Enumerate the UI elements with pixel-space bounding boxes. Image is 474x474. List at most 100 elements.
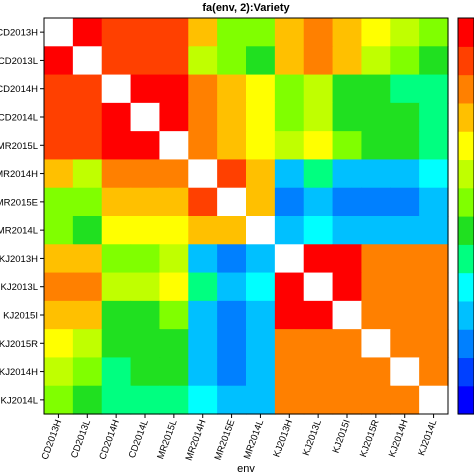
y-tick-label: KJ2014H <box>0 367 38 378</box>
heatmap-cell <box>159 300 189 330</box>
heatmap-cell <box>159 159 189 189</box>
heatmap-cell <box>159 102 189 132</box>
heatmap-cell <box>159 187 189 217</box>
heatmap-cell <box>159 357 189 387</box>
heatmap-cell <box>361 244 391 274</box>
heatmap-cell <box>274 272 305 302</box>
heatmap-cell <box>274 300 305 330</box>
heatmap-cell <box>419 74 449 104</box>
colorbar-segment <box>458 300 474 330</box>
heatmap-cell <box>130 216 161 245</box>
heatmap-cell <box>274 329 305 359</box>
heatmap-cell <box>361 74 391 104</box>
colorbar-segment <box>458 357 474 387</box>
colorbar-segment <box>458 216 474 245</box>
x-tick-label: CD2013H <box>40 418 65 461</box>
heatmap-cell <box>390 216 420 245</box>
heatmap-cell <box>332 329 363 359</box>
heatmap-cell <box>159 272 189 302</box>
heatmap-cell <box>361 46 391 76</box>
heatmap-cell <box>390 272 420 302</box>
x-tick-label: KJ2015R <box>358 418 382 459</box>
heatmap-cell <box>217 159 247 189</box>
heatmap-cell <box>332 18 363 47</box>
heatmap-cell <box>188 216 218 245</box>
colorbar-segment <box>458 385 474 415</box>
heatmap-cell <box>303 385 334 415</box>
y-tick-label: KJ2013H <box>0 254 38 265</box>
heatmap-cell <box>390 187 420 217</box>
heatmap-cell <box>217 329 247 359</box>
heatmap-cell <box>101 244 132 274</box>
heatmap-cell <box>217 216 247 245</box>
x-tick-label: KJ2014L <box>416 418 439 457</box>
heatmap-cell <box>101 18 132 47</box>
y-tick-label: MR2015E <box>0 197 38 208</box>
heatmap-cell <box>246 385 276 415</box>
colorbar-segment <box>458 74 474 104</box>
heatmap-cell <box>130 74 161 104</box>
heatmap-cell <box>274 46 305 76</box>
colorbar-frame <box>457 17 474 415</box>
heatmap-cell <box>361 216 391 245</box>
heatmap-cell <box>246 357 276 387</box>
y-tick-label: MR2014H <box>0 169 38 180</box>
heatmap-cell-diagonal <box>361 329 391 359</box>
heatmap-cell <box>390 385 420 415</box>
colorbar-segment <box>458 187 474 217</box>
heatmap-cell <box>72 102 103 132</box>
heatmap-cell-diagonal <box>188 159 218 189</box>
y-tick-label: CD2014H <box>0 84 38 95</box>
heatmap-cell <box>44 74 74 104</box>
heatmap-cell <box>101 46 132 76</box>
heatmap-cell <box>274 102 305 132</box>
heatmap-cell <box>159 46 189 76</box>
heatmap-cell <box>390 74 420 104</box>
heatmap-cell <box>419 46 449 76</box>
heatmap-cell <box>101 187 132 217</box>
colorbar-segment <box>458 272 474 302</box>
heatmap-cell <box>303 187 334 217</box>
heatmap-cell <box>361 385 391 415</box>
heatmap-cell <box>72 272 103 302</box>
heatmap-cell <box>101 159 132 189</box>
heatmap-cell <box>419 216 449 245</box>
heatmap-cell <box>130 187 161 217</box>
heatmap-cell <box>217 300 247 330</box>
heatmap-cell <box>274 385 305 415</box>
y-tick-label: KJ2015I <box>3 311 38 322</box>
colorbar-segment <box>458 46 474 76</box>
chart-title: fa(env, 2):Variety <box>202 2 290 14</box>
heatmap-cell <box>246 187 276 217</box>
heatmap-cell <box>217 131 247 161</box>
heatmap-cell <box>44 300 74 330</box>
y-tick-label: MR2015L <box>0 141 38 152</box>
heatmap-cell <box>246 18 276 47</box>
heatmap-cell <box>361 187 391 217</box>
heatmap-cell <box>44 329 74 359</box>
heatmap-cell <box>419 159 449 189</box>
heatmap-cell <box>332 216 363 245</box>
heatmap-cell <box>361 357 391 387</box>
heatmap-cell <box>188 385 218 415</box>
heatmap-cell-diagonal <box>217 187 247 217</box>
heatmap-cell <box>159 74 189 104</box>
heatmap-cell <box>72 187 103 217</box>
x-tick-label: KJ2013L <box>301 418 324 457</box>
y-tick-label: CD2013H <box>0 28 38 39</box>
y-tick-label: KJ2014L <box>0 395 38 406</box>
heatmap-cell <box>188 272 218 302</box>
heatmap-cell <box>130 244 161 274</box>
heatmap-cell <box>188 74 218 104</box>
heatmap-cell <box>44 244 74 274</box>
x-tick-label: CD2014H <box>97 418 122 461</box>
heatmap-cell <box>274 357 305 387</box>
heatmap-cell <box>72 18 103 47</box>
heatmap-cell <box>390 159 420 189</box>
heatmap-cell <box>188 187 218 217</box>
heatmap-cell <box>274 18 305 47</box>
heatmap-cell <box>188 131 218 161</box>
heatmap-cell <box>303 131 334 161</box>
heatmap-cell <box>188 357 218 387</box>
